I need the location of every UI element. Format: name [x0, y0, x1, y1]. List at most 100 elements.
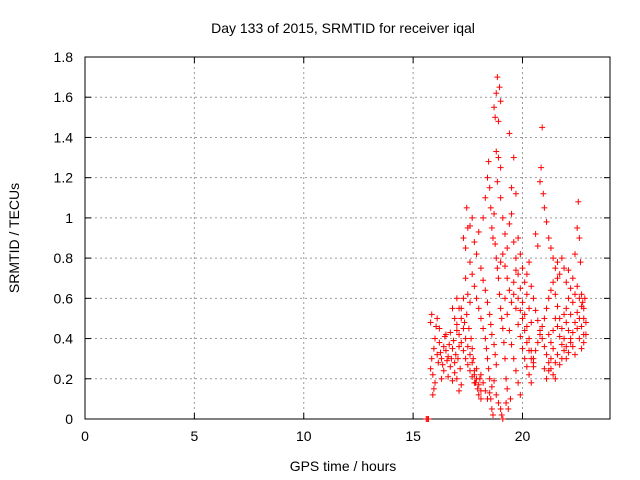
y-tick-label: 1.4 [54, 129, 74, 145]
x-axis-label: GPS time / hours [290, 458, 397, 474]
data-point [521, 327, 528, 334]
data-point [440, 367, 447, 374]
data-point [480, 277, 487, 284]
data-point [567, 335, 574, 342]
data-point [506, 130, 513, 137]
data-point [540, 190, 547, 197]
data-point [552, 291, 559, 298]
data-point [565, 267, 572, 274]
data-point [488, 383, 495, 390]
data-point [550, 327, 557, 334]
data-point [512, 267, 519, 274]
data-point [432, 379, 438, 386]
data-point [526, 259, 533, 266]
data-point [563, 319, 570, 326]
data-point [446, 341, 453, 348]
data-point [528, 355, 535, 362]
data-point [567, 285, 574, 292]
data-point [467, 222, 473, 229]
data-point [526, 347, 533, 354]
data-point [528, 319, 535, 326]
data-point [428, 355, 435, 362]
data-point [545, 295, 552, 302]
data-point [482, 335, 489, 342]
data-point [572, 291, 578, 298]
data-point [484, 395, 491, 402]
chart-title: Day 133 of 2015, SRMTID for receiver iqa… [211, 20, 475, 36]
data-point [460, 295, 467, 302]
data-point [485, 365, 492, 372]
data-point [462, 335, 469, 342]
data-point [445, 353, 452, 360]
data-point [578, 291, 585, 298]
data-point [470, 355, 477, 362]
data-point [519, 299, 526, 306]
data-point [506, 287, 513, 294]
data-point [582, 331, 589, 338]
data-point [541, 204, 548, 211]
data-point [572, 251, 578, 258]
data-point [467, 367, 473, 374]
data-point [519, 345, 526, 352]
data-point [453, 321, 460, 328]
data-point [452, 351, 459, 358]
data-point [442, 347, 449, 354]
data-point [552, 265, 559, 272]
data-point [502, 263, 508, 270]
data-point [463, 311, 470, 318]
data-point [499, 251, 506, 258]
data-point [506, 220, 513, 227]
data-point [563, 343, 570, 350]
y-tick-label: 1.6 [54, 89, 74, 105]
data-point [498, 315, 505, 322]
data-point [521, 311, 528, 318]
data-point [550, 255, 557, 262]
data-point [574, 224, 581, 231]
data-point [491, 377, 498, 384]
data-point [547, 245, 554, 252]
data-point [565, 349, 572, 356]
data-point [484, 174, 491, 181]
data-point [558, 255, 565, 262]
data-point [444, 357, 451, 364]
data-point [464, 343, 471, 350]
data-point [554, 259, 561, 266]
data-point [504, 275, 511, 282]
data-point [429, 371, 436, 378]
y-tick-label: 0.2 [54, 371, 74, 387]
data-point [456, 343, 463, 350]
data-point [462, 275, 469, 282]
data-point [547, 339, 554, 346]
data-point [510, 154, 517, 161]
data-point [489, 235, 496, 241]
y-tick-label: 0.8 [54, 250, 74, 266]
data-point [554, 303, 561, 310]
data-point [445, 373, 452, 380]
data-point [456, 387, 463, 394]
data-point [543, 375, 550, 382]
data-point [427, 365, 434, 372]
data-point [458, 381, 465, 388]
data-point [538, 164, 545, 171]
data-point [447, 363, 454, 370]
data-point [515, 235, 522, 241]
data-point [499, 416, 506, 422]
data-point [523, 291, 530, 298]
data-point [433, 323, 440, 330]
data-point [485, 158, 492, 165]
data-point [486, 311, 493, 318]
data-point [495, 399, 502, 406]
data-point [477, 395, 484, 402]
data-point [469, 359, 476, 366]
data-point [569, 329, 576, 336]
data-point [576, 235, 583, 241]
data-point [569, 299, 576, 306]
data-point [554, 323, 561, 330]
data-point [539, 124, 546, 131]
data-point [532, 307, 539, 314]
data-point [449, 345, 456, 352]
data-point [492, 351, 499, 358]
data-point [510, 291, 517, 298]
data-point [523, 339, 530, 346]
